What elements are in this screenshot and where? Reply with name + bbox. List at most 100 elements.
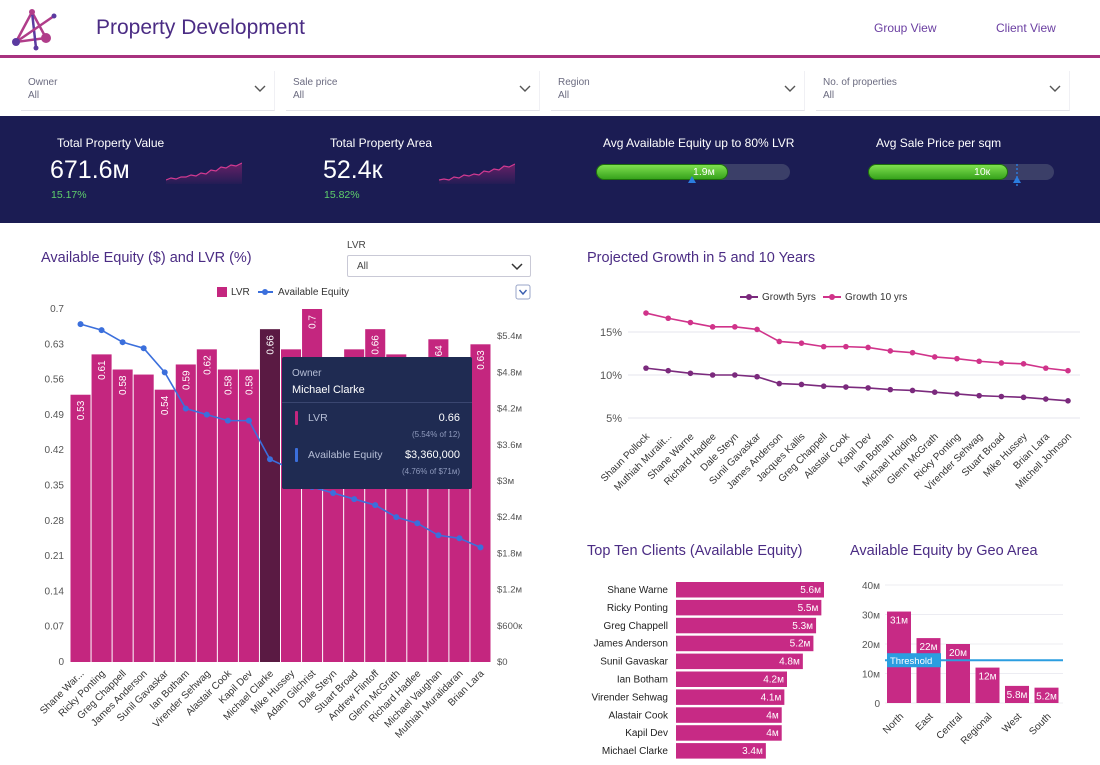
lvr-select[interactable]: All bbox=[347, 255, 531, 277]
threshold-badge bbox=[887, 653, 941, 668]
kpi-change: 15.82% bbox=[324, 189, 360, 201]
bar-data-label: 31м bbox=[890, 616, 908, 627]
client-bar bbox=[676, 689, 785, 705]
growth-point bbox=[909, 349, 916, 356]
equity-lvr-chart: LVR Available Equity 0 0.07 0.14 0.21 0.28 0.35… bbox=[38, 284, 531, 741]
kpi-label: Avg Sale Price per sqm bbox=[876, 136, 1002, 150]
lvr-bar bbox=[470, 344, 491, 662]
bar-data-label: 0.58 bbox=[118, 375, 129, 395]
growth-point bbox=[754, 373, 760, 380]
lvr-bar bbox=[133, 374, 154, 662]
tooltip-key: Available Equity bbox=[308, 449, 383, 461]
lvr-bar bbox=[70, 394, 91, 662]
y-tick-right: $5.4м bbox=[497, 331, 522, 342]
properties-filter[interactable]: No. of properties All bbox=[816, 71, 1070, 111]
equity-point bbox=[330, 490, 337, 497]
y-tick-right: $600к bbox=[497, 621, 523, 632]
equity-point bbox=[435, 532, 442, 539]
equity-point bbox=[203, 411, 210, 418]
equity-point bbox=[182, 405, 189, 412]
owner-filter[interactable]: Owner All bbox=[21, 71, 275, 111]
client-bar bbox=[676, 582, 824, 598]
geo-bar bbox=[975, 667, 1000, 703]
app-header: Property Development Group View Client V… bbox=[0, 0, 1100, 58]
y-tick-left: 0.63 bbox=[45, 339, 65, 350]
bar-data-label: 5.8м bbox=[1007, 690, 1028, 701]
bar-data-label: 4.8м bbox=[779, 657, 800, 668]
growth-point bbox=[1065, 398, 1071, 404]
filter-label: Sale price bbox=[293, 77, 338, 88]
kpi-value: 671.6м bbox=[50, 156, 130, 184]
growth-point bbox=[976, 392, 982, 399]
geo-bar bbox=[916, 638, 941, 703]
equity-point bbox=[456, 535, 463, 542]
bar-data-label: 4м bbox=[766, 710, 779, 721]
bar-data-label: 0.58 bbox=[244, 375, 255, 395]
growth-point bbox=[887, 386, 894, 393]
bar-data-label: 12м bbox=[979, 672, 997, 683]
equity-swatch bbox=[295, 448, 298, 462]
nav-client-view[interactable]: Client View bbox=[996, 21, 1056, 35]
equity-point bbox=[77, 321, 84, 328]
filter-label: Region bbox=[558, 77, 590, 88]
kpi-band: Total Property Value 671.6м 15.17% Total… bbox=[0, 116, 1100, 223]
chart-legend: LVR Available Equity bbox=[217, 287, 349, 298]
bar-category-label: Alastair Cook bbox=[609, 710, 669, 721]
chart-tooltip: Owner Michael Clarke LVR 0.66 (5.54% of … bbox=[282, 357, 472, 489]
growth-point bbox=[909, 387, 916, 394]
chevron-down-icon bbox=[784, 85, 796, 92]
y-tick-left: 0.07 bbox=[45, 622, 65, 633]
kpi-label: Total Property Area bbox=[330, 136, 433, 150]
growth-point bbox=[798, 381, 805, 388]
x-tick-label: East bbox=[914, 711, 936, 733]
bar-category-label: Ricky Ponting bbox=[607, 603, 668, 614]
bar-category-label: Sunil Gavaskar bbox=[600, 657, 668, 668]
growth-point bbox=[931, 354, 938, 360]
bar-data-label: 5.6м bbox=[800, 585, 821, 596]
lvr-bar bbox=[196, 349, 217, 662]
region-filter[interactable]: Region All bbox=[551, 71, 805, 111]
growth-point bbox=[820, 383, 827, 389]
client-bar bbox=[676, 725, 782, 741]
legend-label-equity: Available Equity bbox=[278, 287, 349, 298]
growth-point bbox=[931, 389, 938, 395]
y-tick-left: 0.7 bbox=[50, 304, 64, 315]
growth-point bbox=[687, 319, 694, 326]
nav-group-view[interactable]: Group View bbox=[874, 21, 937, 35]
gauge-fill bbox=[868, 164, 1008, 180]
geo-area-chart: 010м20м30м40м31мNorth22мEast20мCentral12… bbox=[862, 581, 1063, 747]
growth-point bbox=[687, 370, 694, 377]
tooltip-owner-label: Owner bbox=[292, 368, 322, 379]
client-bar bbox=[676, 635, 814, 652]
geo-bar bbox=[946, 644, 970, 703]
filter-value: All bbox=[823, 90, 835, 101]
x-tick-label: West bbox=[1000, 711, 1024, 735]
growth-point bbox=[1042, 365, 1049, 371]
growth-point bbox=[643, 365, 649, 371]
legend-marker-growth5 bbox=[746, 294, 752, 300]
growth-point bbox=[1065, 367, 1071, 374]
y-tick-right: $1.2м bbox=[497, 585, 522, 596]
top-clients-chart: Shane Warne 5.6м Ricky Ponting 5.5м Greg Cha… bbox=[591, 582, 824, 759]
client-bar bbox=[676, 653, 803, 670]
geo-bar bbox=[1034, 687, 1059, 703]
growth-point bbox=[776, 380, 783, 387]
x-tick-label: North bbox=[881, 711, 906, 736]
y-tick-left: 0.28 bbox=[45, 516, 65, 527]
equity-point bbox=[414, 520, 421, 527]
growth-point bbox=[665, 367, 672, 374]
equity-point bbox=[393, 514, 400, 521]
sparkline bbox=[166, 162, 242, 184]
y-tick-label: 40м bbox=[862, 581, 880, 592]
equity-point bbox=[351, 496, 358, 503]
bar-data-label: 5.2м bbox=[1036, 692, 1057, 703]
filter-bar: Owner All Sale price All Region All No. … bbox=[0, 61, 1100, 115]
y-tick-left: 0.21 bbox=[45, 551, 65, 562]
bar-data-label: 0.61 bbox=[97, 360, 108, 380]
growth-point bbox=[754, 326, 760, 333]
y-tick-label: 5% bbox=[606, 413, 622, 425]
legend-marker-growth10 bbox=[829, 294, 835, 300]
sale-price-filter[interactable]: Sale price All bbox=[286, 71, 540, 111]
bar-data-label: 0.54 bbox=[160, 395, 171, 415]
